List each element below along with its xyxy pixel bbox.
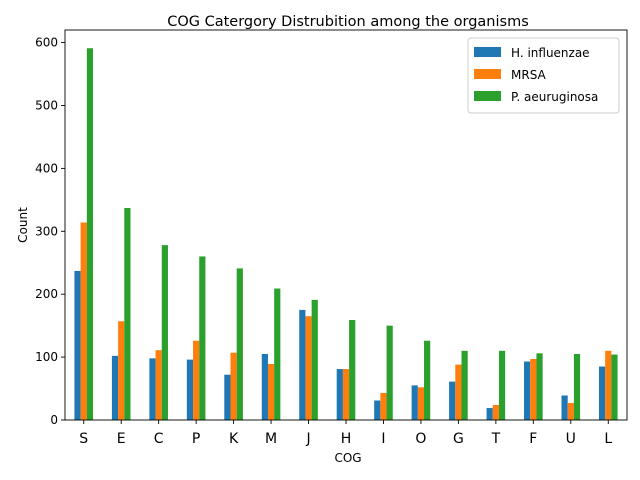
bar-P-mrsa: [193, 340, 200, 420]
bar-I-p-aeuruginosa: [386, 325, 393, 420]
x-tick-label: L: [604, 431, 612, 447]
bar-I-h-influenzae: [374, 400, 381, 420]
bar-S-mrsa: [80, 222, 87, 420]
x-tick-label: I: [381, 431, 385, 447]
bar-H-p-aeuruginosa: [349, 319, 356, 420]
bar-U-p-aeuruginosa: [573, 353, 581, 420]
bar-H-mrsa: [342, 369, 350, 420]
bar-J-p-aeuruginosa: [311, 299, 318, 420]
legend-swatch: [474, 47, 501, 57]
y-tick-label: 300: [35, 224, 58, 238]
x-tick-label: J: [305, 431, 310, 447]
bar-E-h-influenzae: [111, 355, 119, 420]
bar-P-h-influenzae: [186, 359, 194, 420]
plot-frame: [64, 29, 628, 421]
bar-T-h-influenzae: [486, 408, 493, 420]
legend-swatch: [474, 91, 501, 101]
bar-J-mrsa: [305, 316, 312, 420]
bar-M-mrsa: [267, 364, 275, 420]
bar-O-p-aeuruginosa: [424, 340, 431, 420]
y-axis-label: Count: [16, 207, 30, 243]
y-tick-label: 200: [35, 287, 58, 301]
bar-M-h-influenzae: [261, 353, 268, 420]
y-axis: 0 100 200 300 400 500 600: [35, 36, 65, 427]
y-tick-label: 100: [35, 350, 58, 364]
bar-L-mrsa: [605, 350, 612, 420]
bar-C-mrsa: [155, 350, 162, 420]
legend-label: H. influenzae: [511, 46, 590, 60]
bar-H-h-influenzae: [336, 369, 343, 420]
x-tick-label: G: [453, 431, 464, 447]
bar-J-h-influenzae: [299, 309, 306, 420]
bar-O-h-influenzae: [411, 385, 418, 420]
bar-L-p-aeuruginosa: [611, 354, 618, 420]
bar-E-mrsa: [118, 321, 125, 420]
bar-U-h-influenzae: [561, 395, 568, 420]
bar-G-mrsa: [455, 364, 462, 420]
y-tick-label: 600: [35, 36, 58, 50]
x-tick-label: P: [192, 431, 200, 447]
bar-E-p-aeuruginosa: [124, 208, 131, 420]
bar-I-mrsa: [380, 392, 387, 420]
bar-G-p-aeuruginosa: [461, 350, 468, 420]
bar-K-p-aeuruginosa: [236, 268, 243, 420]
bar-C-p-aeuruginosa: [161, 245, 168, 420]
legend-label: P. aeuruginosa: [511, 90, 598, 104]
y-tick-label: 500: [35, 98, 58, 112]
bar-F-mrsa: [530, 358, 537, 420]
x-tick-label: O: [415, 431, 426, 447]
bar-F-h-influenzae: [524, 361, 531, 420]
legend-label: MRSA: [511, 68, 547, 82]
bar-K-h-influenzae: [224, 374, 231, 420]
x-axis-label: COG: [334, 451, 361, 465]
x-tick-label: U: [566, 431, 576, 447]
bar-P-p-aeuruginosa: [199, 256, 206, 420]
bars-group: [74, 48, 618, 420]
bar-L-h-influenzae: [598, 366, 606, 420]
x-tick-label: E: [117, 431, 126, 447]
legend-box: [467, 37, 620, 114]
x-tick-label: S: [79, 431, 88, 447]
y-tick-label: 400: [35, 161, 58, 175]
bar-S-h-influenzae: [74, 270, 81, 420]
legend-swatch: [474, 69, 501, 79]
bar-T-p-aeuruginosa: [498, 350, 506, 420]
x-tick-label: H: [341, 431, 352, 447]
bar-F-p-aeuruginosa: [536, 353, 543, 420]
legend: H. influenzae MRSA P. aeuruginosa: [467, 37, 620, 114]
chart-title: COG Catergory Distrubition among the org…: [167, 14, 529, 30]
x-tick-label: F: [529, 431, 537, 447]
bar-O-mrsa: [417, 387, 425, 420]
bar-T-mrsa: [492, 404, 499, 420]
x-tick-label: T: [491, 431, 501, 447]
x-tick-label: C: [154, 431, 164, 447]
bar-C-h-influenzae: [149, 358, 156, 420]
x-tick-label: M: [265, 431, 277, 447]
bar-K-mrsa: [230, 352, 237, 420]
bar-G-h-influenzae: [449, 381, 456, 420]
x-tick-label: K: [229, 431, 239, 447]
y-tick-label: 0: [50, 413, 58, 427]
bar-U-mrsa: [567, 403, 574, 420]
bar-M-p-aeuruginosa: [274, 288, 281, 420]
bar-S-p-aeuruginosa: [86, 48, 94, 420]
